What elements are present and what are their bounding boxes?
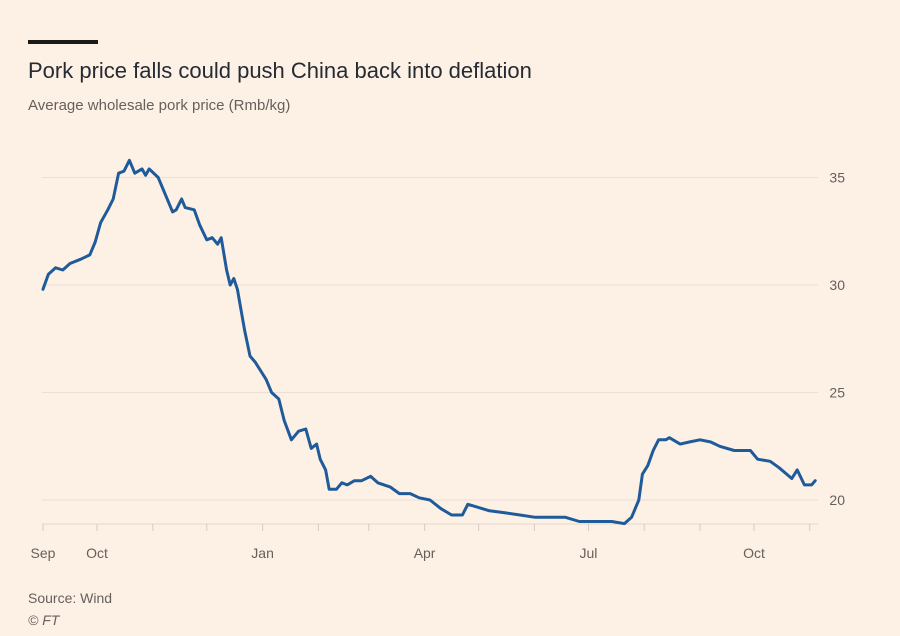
x-tick-label: Jul: [579, 545, 597, 561]
y-tick-label: 30: [829, 277, 845, 293]
price-line: [41, 158, 817, 526]
source-note: Source: Wind: [28, 590, 113, 606]
ft-credit: © FT: [28, 612, 60, 628]
y-tick-label: 25: [829, 385, 845, 401]
chart-title: Pork price falls could push China back i…: [28, 58, 532, 83]
y-tick-label: 20: [829, 492, 845, 508]
y-tick-label: 35: [829, 170, 845, 186]
x-tick-label: Sep: [31, 545, 56, 561]
ft-title-bar: [28, 40, 98, 44]
x-tick-label: Apr: [414, 545, 436, 561]
x-tick-label: Oct: [743, 545, 765, 561]
x-tick-label: Jan: [251, 545, 274, 561]
chart-subtitle: Average wholesale pork price (Rmb/kg): [28, 97, 291, 114]
x-tick-label: Oct: [86, 545, 108, 561]
